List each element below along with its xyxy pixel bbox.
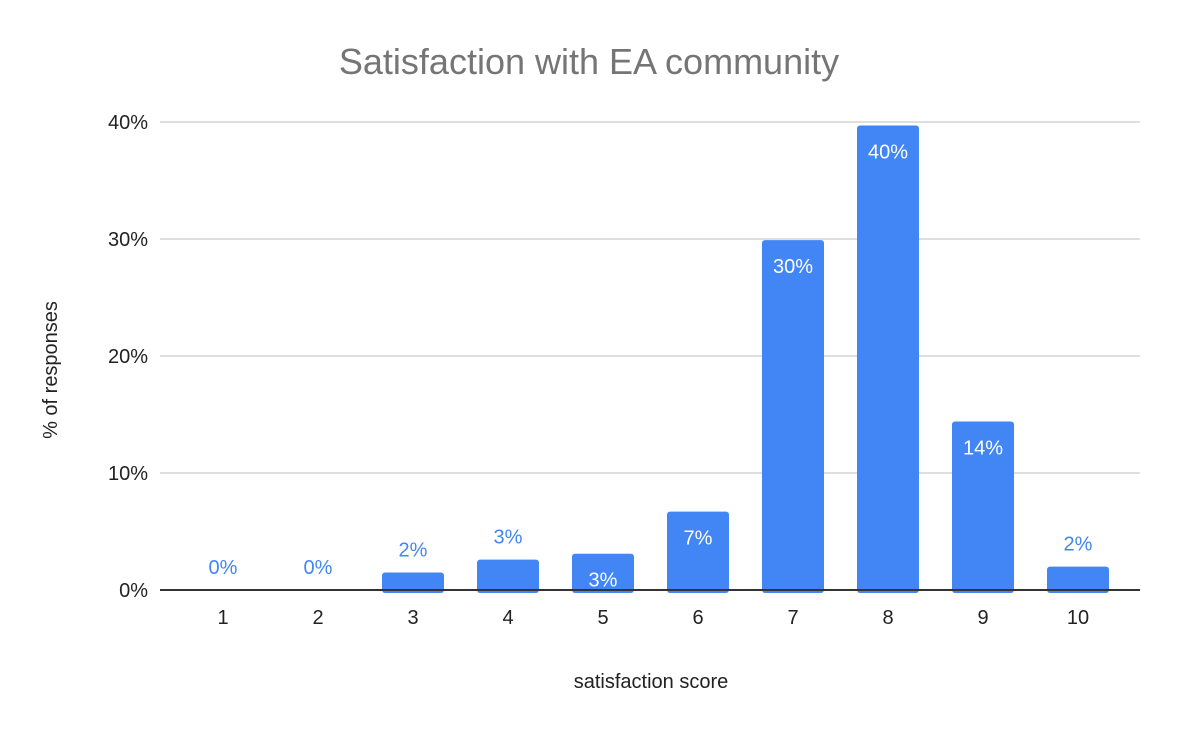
data-label: 0%: [304, 557, 333, 579]
x-tick-label: 6: [692, 607, 703, 629]
x-tick-label: 3: [407, 607, 418, 629]
y-tick-label: 10%: [108, 463, 148, 485]
y-tick-label: 40%: [108, 112, 148, 134]
x-tick-label: 2: [312, 607, 323, 629]
y-tick-label: 0%: [119, 580, 148, 602]
data-label: 3%: [589, 570, 618, 592]
bar-9: [952, 421, 1014, 593]
data-label: 2%: [399, 539, 428, 561]
data-label: 40%: [868, 142, 908, 164]
data-label: 0%: [209, 557, 238, 579]
y-tick-label: 20%: [108, 346, 148, 368]
bar-3: [382, 572, 444, 593]
data-label: 3%: [494, 527, 523, 549]
x-tick-label: 5: [597, 607, 608, 629]
bar-8: [857, 125, 919, 593]
x-tick-label: 9: [977, 607, 988, 629]
data-label: 2%: [1064, 534, 1093, 556]
chart-title: Satisfaction with EA community: [339, 41, 839, 82]
y-tick-label: 30%: [108, 229, 148, 251]
bar-5: [572, 553, 634, 593]
x-tick-label: 4: [502, 607, 513, 629]
data-label: 30%: [773, 256, 813, 278]
x-tick-label: 8: [882, 607, 893, 629]
x-tick-label: 7: [787, 607, 798, 629]
x-tick-label: 10: [1067, 607, 1089, 629]
bar-6: [667, 511, 729, 593]
bar-7: [762, 240, 824, 594]
y-axis-label: % of responses: [40, 301, 62, 439]
bar-4: [477, 559, 539, 593]
bar-10: [1047, 566, 1109, 593]
x-axis-label: satisfaction score: [574, 671, 729, 693]
data-label: 14%: [963, 438, 1003, 460]
data-label: 7%: [684, 528, 713, 550]
x-tick-label: 1: [217, 607, 228, 629]
